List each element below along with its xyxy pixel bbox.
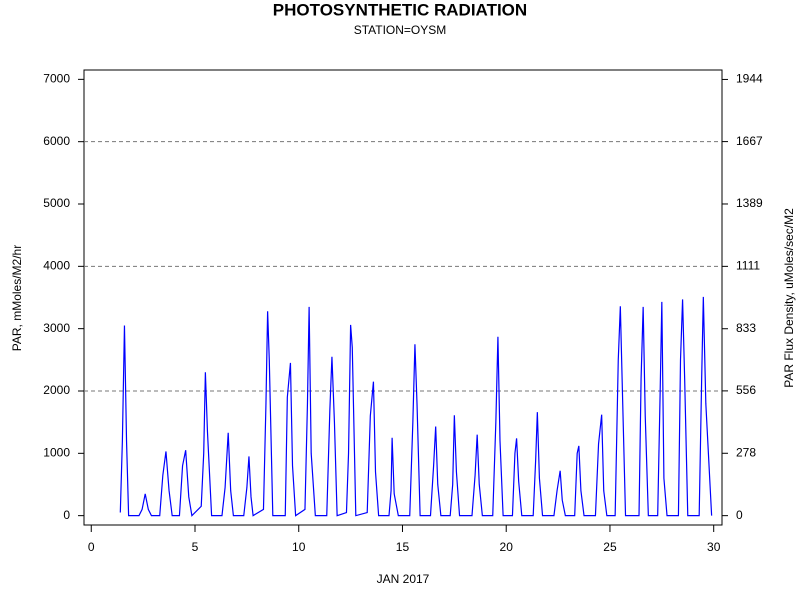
y-axis-label: PAR, mMoles/M2/hr <box>10 245 24 351</box>
y-tick-label: 0 <box>63 508 70 522</box>
y-tick-label: 5000 <box>43 196 70 210</box>
y-tick-label: 1000 <box>43 445 70 459</box>
data-line <box>119 296 713 517</box>
y-tick-label: 7000 <box>43 72 70 86</box>
x-tick-label: 30 <box>707 540 721 554</box>
x-tick-label: 15 <box>396 540 410 554</box>
y-tick-label: 6000 <box>43 134 70 148</box>
y-tick-label: 3000 <box>43 321 70 335</box>
y2-tick-label: 1389 <box>736 196 763 210</box>
y2-axis-label: PAR Flux Density, uMoles/sec/M2 <box>782 208 796 388</box>
y-tick-label: 4000 <box>43 259 70 273</box>
chart-title: PHOTOSYNTHETIC RADIATION <box>273 0 527 19</box>
y2-tick-label: 1111 <box>736 259 760 273</box>
y2-tick-label: 0 <box>736 508 743 522</box>
x-tick-label: 10 <box>292 540 306 554</box>
x-tick-label: 0 <box>88 540 95 554</box>
plot-frame <box>83 69 723 526</box>
chart-subtitle: STATION=OYSM <box>354 23 447 37</box>
y2-tick-label: 278 <box>736 445 756 459</box>
y2-tick-label: 556 <box>736 383 756 397</box>
x-tick-label: 20 <box>500 540 514 554</box>
x-axis-label: JAN 2017 <box>377 572 430 586</box>
y-tick-label: 2000 <box>43 383 70 397</box>
y2-tick-label: 1944 <box>736 72 763 86</box>
x-tick-label: 25 <box>603 540 617 554</box>
y2-tick-label: 1667 <box>736 134 763 148</box>
x-tick-label: 5 <box>192 540 199 554</box>
y2-tick-label: 833 <box>736 321 756 335</box>
